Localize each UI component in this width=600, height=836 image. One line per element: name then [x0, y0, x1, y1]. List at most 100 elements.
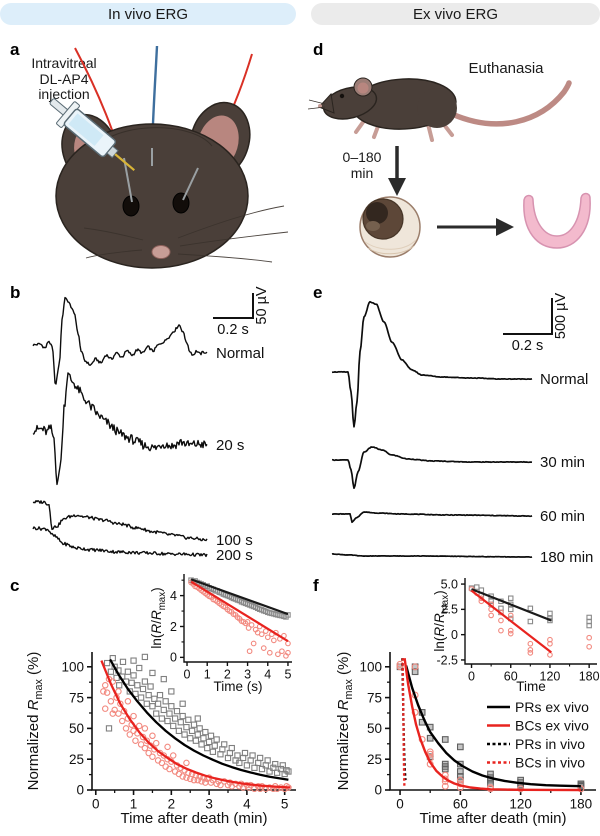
data-point-circle — [141, 744, 149, 752]
legend-label: BCs ex vivo — [515, 718, 589, 734]
data-point-circle — [111, 706, 118, 714]
data-point-square — [441, 765, 449, 773]
data-point-circle — [258, 631, 265, 638]
trace-label: 30 min — [540, 454, 585, 471]
x-tick-label: 60 — [504, 670, 518, 684]
trace-label: 60 min — [540, 508, 585, 525]
series-prs-fit — [109, 658, 289, 781]
y-tick-label: 0 — [170, 651, 177, 665]
data-point-circle — [577, 785, 585, 793]
panel-letter-c: c — [10, 576, 20, 595]
data-point-square — [177, 719, 184, 726]
data-point-circle — [507, 627, 514, 634]
data-point-square — [207, 732, 215, 739]
data-point-circle — [270, 637, 277, 644]
data-point-circle — [507, 612, 514, 619]
y-tick-label: 0 — [374, 783, 382, 798]
data-point-square — [190, 721, 198, 728]
series-bcs-circles- — [468, 586, 592, 658]
data-point-square — [160, 706, 167, 714]
scalebar-amplitude-label: 50 µV — [254, 286, 270, 325]
euthanized-mouse-illustration — [307, 77, 572, 142]
data-point-square — [507, 606, 514, 613]
y-tick-label: 100 — [61, 660, 84, 675]
data-point-square — [272, 760, 279, 768]
data-point-square — [241, 749, 249, 757]
y-tick-label: -2.5 — [436, 653, 458, 667]
data-point-square — [137, 694, 145, 701]
invivo-scalebar: 0.2 s 50 µV — [213, 286, 270, 338]
data-point-square — [160, 675, 167, 683]
x-tick-label: 0 — [396, 797, 404, 812]
data-point-square — [162, 698, 169, 705]
data-point-circle — [441, 775, 449, 783]
data-point-square — [285, 768, 292, 775]
data-point-square — [179, 712, 186, 720]
trace-label: 100 s — [216, 532, 253, 549]
x-tick-label: 4 — [243, 797, 251, 812]
scalebar-time-label: 0.2 s — [512, 338, 543, 354]
panel-letter-b: b — [10, 283, 21, 302]
data-point-square — [488, 598, 494, 605]
series-prs-in-vivo-squares- — [103, 653, 292, 778]
x-tick-label: 4 — [264, 668, 271, 682]
chart-legend: PRs ex vivo BCs ex vivo PRs in vivo BCs in … — [487, 699, 589, 771]
euthanasia-label: Euthanasia — [468, 60, 544, 77]
data-point-square — [205, 738, 213, 746]
data-point-square — [249, 752, 256, 759]
data-point-circle — [132, 737, 139, 744]
x-tick-label: 0 — [468, 670, 475, 684]
exvivo-decay-chart: 0 60 120 180 0 25 50 75 100 Time after death (min… — [335, 652, 596, 827]
eyeball-illustration — [359, 196, 421, 258]
data-point-circle — [183, 759, 190, 767]
data-point-square — [136, 664, 143, 672]
postmortem-interval-label: 0–180 min — [342, 149, 382, 182]
data-point-square — [130, 672, 137, 679]
mouse-snout — [318, 92, 335, 114]
data-point-circle — [122, 725, 130, 732]
data-point-circle — [507, 630, 514, 637]
y-tick-label: 75 — [69, 690, 84, 705]
data-point-square — [283, 767, 290, 774]
data-point-circle — [478, 595, 485, 602]
chart-axes — [464, 578, 597, 665]
data-point-square — [141, 653, 149, 661]
data-point-square — [188, 727, 196, 735]
data-point-circle — [246, 648, 253, 655]
data-point-circle — [275, 651, 281, 658]
data-point-square — [156, 691, 164, 699]
mouse-head — [55, 123, 249, 269]
data-point-circle — [260, 645, 267, 651]
mouse-whiskers-side — [307, 99, 326, 110]
data-point-square — [128, 679, 135, 686]
x-tick-label: 180 — [570, 797, 593, 812]
x-tick-label: 60 — [453, 797, 468, 812]
mouse-head-illustration — [49, 45, 289, 269]
header-invivo-pill: In vivo ERG — [0, 3, 296, 25]
y-tick-label: 50 — [367, 721, 382, 736]
y-tick-label: 75 — [367, 690, 382, 705]
axis-label: Normalized Rmax (%) — [335, 652, 355, 791]
exvivo-workflow-illustration — [307, 77, 591, 258]
data-point-square — [586, 622, 592, 629]
data-point-square — [266, 768, 273, 775]
data-point-square — [103, 659, 111, 667]
injection-caption: Intravitreal DL-AP4 injection — [31, 55, 97, 103]
exvivo-scalebar: 0.2 s 500 µV — [503, 293, 569, 354]
axis-label: Time — [516, 679, 546, 694]
legend-label: PRs in vivo — [515, 736, 585, 752]
series-bcs-fit — [470, 589, 552, 654]
data-point-circle — [130, 712, 137, 720]
data-point-square — [236, 759, 243, 767]
data-point-circle — [149, 753, 156, 760]
x-tick-label: 5 — [281, 797, 289, 812]
fit-curve — [190, 580, 289, 643]
x-tick-label: 0 — [92, 797, 100, 812]
data-point-circle — [264, 634, 271, 641]
y-tick-label: 25 — [367, 752, 382, 767]
axis-label: ln(R/Rmax) — [149, 587, 168, 648]
data-point-circle — [198, 778, 205, 785]
